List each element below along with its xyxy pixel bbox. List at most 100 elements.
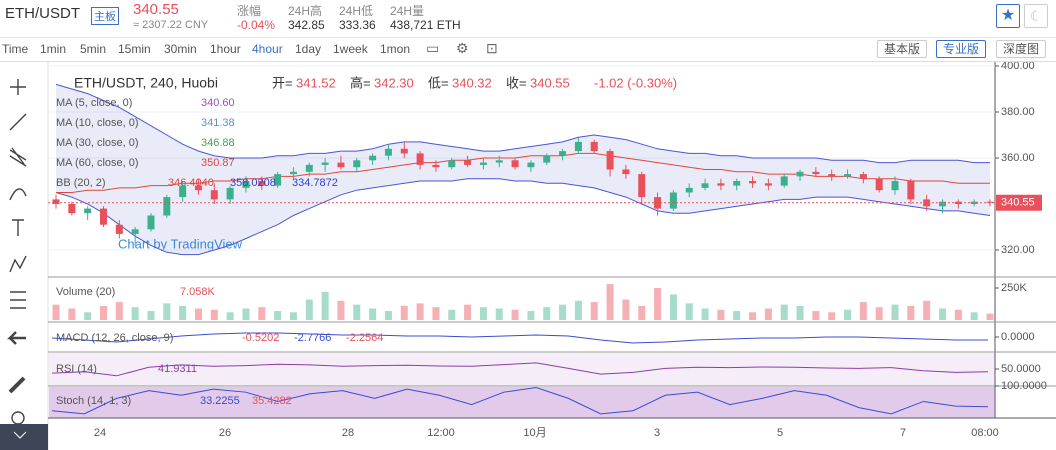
volume-bar bbox=[52, 304, 60, 320]
toolbar-icon[interactable]: ▭ bbox=[426, 40, 440, 56]
candle-body bbox=[844, 174, 852, 177]
study-value: 41.9311 bbox=[158, 363, 197, 375]
view-button[interactable]: 专业版 bbox=[936, 40, 987, 58]
ruler-tool[interactable] bbox=[8, 376, 26, 394]
volume-bar bbox=[527, 311, 535, 320]
x-tick-label: 10月 bbox=[523, 427, 546, 439]
candle-body bbox=[369, 155, 377, 161]
interval-button[interactable]: 30min bbox=[164, 42, 197, 56]
last-price-box bbox=[996, 194, 1042, 211]
candle-body bbox=[305, 164, 313, 172]
study-value: 340.60 bbox=[201, 97, 235, 109]
volume-bar bbox=[970, 312, 978, 320]
candle-body bbox=[416, 153, 424, 165]
candle-body bbox=[163, 197, 171, 216]
badge[interactable]: 主板 bbox=[91, 7, 119, 25]
bb-band bbox=[56, 84, 990, 255]
stat-label: 24H量 bbox=[390, 4, 425, 18]
candle-body bbox=[923, 199, 931, 207]
collapse-button[interactable] bbox=[0, 424, 48, 450]
chart-title: ETH/USDT, 240, Huobi bbox=[74, 75, 218, 91]
ohlc-value: 342.30 bbox=[374, 75, 414, 90]
volume-bar bbox=[115, 302, 123, 320]
volume-bar bbox=[99, 305, 107, 320]
candle-body bbox=[99, 208, 107, 225]
volume-bar bbox=[448, 309, 456, 320]
interval-button[interactable]: 4hour bbox=[252, 42, 283, 56]
volume-bar bbox=[353, 304, 361, 320]
view-button[interactable]: 深度图 bbox=[996, 40, 1047, 58]
pane-bg bbox=[49, 353, 995, 386]
volume-bar bbox=[828, 312, 836, 320]
interval-button[interactable]: 1hour bbox=[210, 42, 241, 56]
x-tick-label: 3 bbox=[654, 427, 660, 439]
candle-body bbox=[606, 151, 614, 170]
study-value: 346.4040 bbox=[168, 177, 214, 189]
volume-bar bbox=[764, 308, 772, 320]
candle-body bbox=[638, 174, 646, 198]
volume-bar bbox=[859, 302, 867, 320]
interval-button[interactable]: 1mon bbox=[380, 42, 411, 56]
candle-body bbox=[574, 141, 582, 152]
star-button[interactable]: ★ bbox=[996, 4, 1020, 28]
crosshair-tool[interactable] bbox=[10, 79, 26, 95]
volume-bar bbox=[242, 308, 250, 320]
volume-bar bbox=[400, 305, 408, 320]
stat-label: 24H高 bbox=[288, 4, 323, 18]
stat-label: 24H低 bbox=[339, 4, 374, 18]
ohlc-label: 收= bbox=[506, 75, 527, 90]
study-value: 35.4282 bbox=[252, 395, 292, 407]
volume-bar bbox=[511, 309, 519, 320]
toolbar-icon[interactable]: ⊡ bbox=[486, 40, 498, 56]
bb-upper bbox=[55, 83, 990, 164]
last-price-label: 340.55 bbox=[1001, 197, 1035, 209]
study-name: MA (10, close, 0) bbox=[56, 117, 139, 129]
view-button[interactable]: 基本版 bbox=[877, 40, 928, 58]
interval-button[interactable]: 15min bbox=[118, 42, 151, 56]
volume-bar bbox=[464, 304, 472, 320]
interval-button[interactable]: 1week bbox=[333, 42, 368, 56]
candle-body bbox=[258, 181, 266, 186]
fib-tool[interactable] bbox=[9, 147, 27, 167]
volume-bar bbox=[226, 312, 234, 320]
study-name: Volume (20) bbox=[56, 286, 115, 298]
study-value: -2.2564 bbox=[346, 332, 383, 344]
candle-body bbox=[432, 164, 440, 168]
candle-body bbox=[337, 162, 345, 168]
ohlc-label: 低= bbox=[428, 75, 449, 90]
volume-bar bbox=[384, 311, 392, 320]
study-value: 7.058K bbox=[180, 286, 216, 298]
y-tick-label: 380.00 bbox=[1001, 106, 1035, 118]
volume-bar bbox=[907, 305, 915, 320]
brush-tool[interactable] bbox=[9, 188, 27, 201]
volume-bar bbox=[194, 308, 202, 320]
pattern-tool[interactable] bbox=[9, 255, 27, 273]
indicator-line bbox=[51, 387, 989, 415]
candle-body bbox=[891, 181, 899, 191]
ohlc-value: 340.32 bbox=[452, 75, 492, 90]
candle-body bbox=[733, 181, 741, 186]
indicator-line bbox=[51, 332, 988, 344]
candle-body bbox=[970, 201, 978, 204]
candle-body bbox=[384, 148, 392, 156]
candle-body bbox=[543, 155, 551, 163]
text-tool[interactable] bbox=[12, 219, 24, 236]
candle-body bbox=[210, 190, 218, 200]
toolbar-icon[interactable]: ⚙ bbox=[456, 40, 469, 56]
study-value: 358.0208 bbox=[230, 177, 276, 189]
candle-body bbox=[68, 204, 76, 214]
interval-button[interactable]: 1min bbox=[40, 42, 67, 56]
interval-button[interactable]: Time bbox=[2, 42, 29, 56]
interval-button[interactable]: 5min bbox=[80, 42, 107, 56]
interval-button[interactable]: 1day bbox=[295, 42, 322, 56]
candle-body bbox=[590, 141, 598, 152]
study-value: -0.5202 bbox=[242, 332, 279, 344]
line-tool[interactable] bbox=[9, 113, 27, 131]
measure-tool[interactable] bbox=[10, 291, 26, 309]
stat-value: 333.36 bbox=[339, 18, 376, 32]
candle-body bbox=[448, 160, 456, 168]
study-value: 341.38 bbox=[201, 117, 235, 129]
theme-button[interactable]: ☾ bbox=[1024, 4, 1048, 28]
candle-body bbox=[907, 181, 915, 200]
back-tool[interactable] bbox=[6, 331, 26, 345]
